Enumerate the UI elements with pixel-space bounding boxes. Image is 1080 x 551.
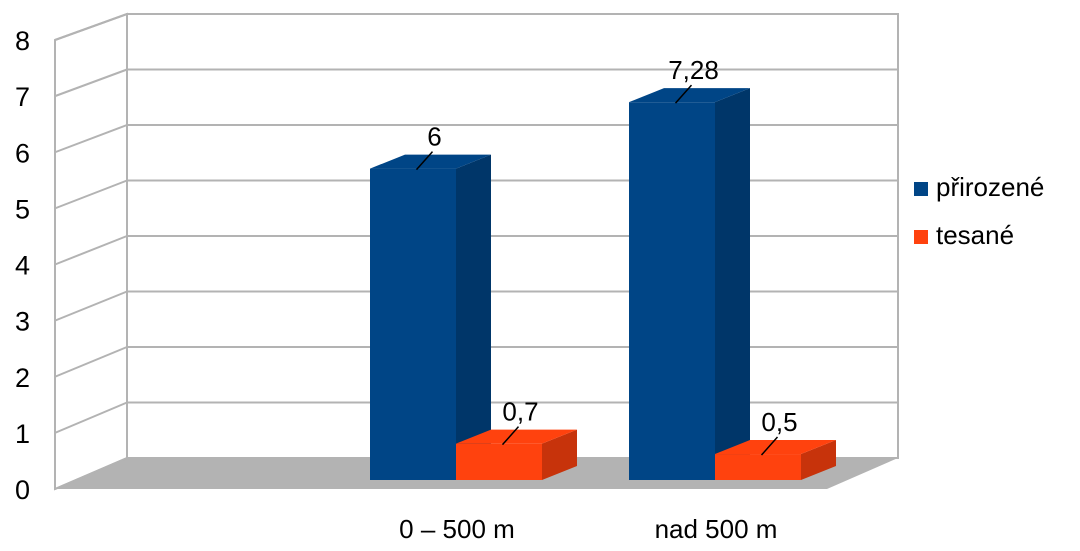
bar bbox=[629, 102, 715, 480]
y-tick-label: 3 bbox=[15, 307, 30, 337]
y-tick-label: 2 bbox=[15, 363, 30, 393]
legend-swatch bbox=[914, 182, 928, 196]
y-tick-label: 5 bbox=[15, 194, 30, 224]
gridline-side bbox=[54, 346, 128, 378]
legend-swatch bbox=[914, 230, 928, 244]
bar-side bbox=[456, 154, 491, 480]
gridline-side bbox=[54, 290, 128, 322]
bar bbox=[715, 454, 801, 480]
y-tick-label: 8 bbox=[15, 26, 30, 56]
data-label-leader bbox=[501, 426, 520, 446]
gridline-side bbox=[54, 235, 128, 266]
legend-label: tesané bbox=[936, 220, 1014, 250]
y-tick-label: 0 bbox=[15, 475, 30, 505]
y-tick-label: 7 bbox=[15, 82, 30, 112]
x-category-label: 0 – 500 m bbox=[399, 514, 515, 544]
y-tick-label: 1 bbox=[15, 419, 30, 449]
bar-side bbox=[801, 440, 836, 480]
gridline-side bbox=[54, 179, 128, 210]
data-label: 6 bbox=[427, 122, 441, 152]
data-label-leader bbox=[674, 84, 693, 104]
bar-top bbox=[629, 88, 750, 103]
y-tick-label: 4 bbox=[15, 251, 30, 281]
gridline-side bbox=[54, 124, 128, 154]
data-label: 0,7 bbox=[502, 397, 538, 427]
bar-side bbox=[715, 88, 750, 480]
bar bbox=[456, 443, 542, 480]
bar-top bbox=[456, 429, 577, 444]
gridline-side bbox=[54, 68, 128, 98]
bar bbox=[370, 168, 456, 480]
y-tick-label: 6 bbox=[15, 138, 30, 168]
gridline-side bbox=[54, 13, 128, 41]
data-label-leader bbox=[760, 436, 779, 456]
bar-side bbox=[542, 429, 577, 480]
x-category-label: nad 500 m bbox=[655, 514, 778, 544]
data-label-leader bbox=[415, 151, 434, 171]
gridline-side bbox=[54, 457, 128, 490]
bar-top bbox=[370, 154, 491, 169]
data-label: 0,5 bbox=[761, 407, 797, 437]
bar-top bbox=[715, 440, 836, 455]
gridline-side bbox=[54, 401, 128, 434]
legend-label: přirozené bbox=[936, 172, 1044, 202]
data-label: 7,28 bbox=[668, 55, 719, 85]
